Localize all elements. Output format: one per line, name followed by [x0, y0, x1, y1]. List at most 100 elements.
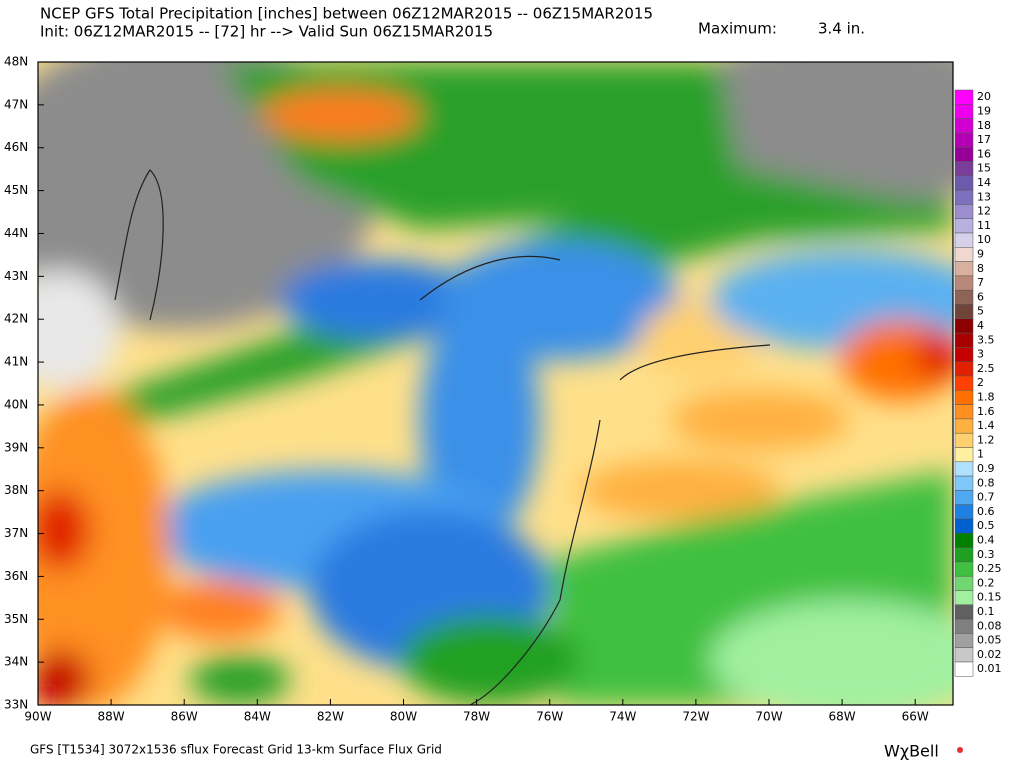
- colorbar-label: 1: [977, 448, 984, 461]
- lat-label: 41N: [4, 355, 28, 369]
- colorbar-swatch: [954, 189, 974, 205]
- colorbar-swatch: [954, 533, 974, 548]
- lat-label: 38N: [4, 483, 28, 497]
- colorbar-label: 20: [977, 90, 991, 103]
- lon-label: 86W: [171, 710, 198, 724]
- lon-label: 82W: [317, 710, 344, 724]
- lon-label: 88W: [98, 710, 125, 724]
- colorbar-label: 0.02: [977, 648, 1002, 661]
- colorbar-label: 10: [977, 233, 991, 246]
- colorbar-swatch: [954, 332, 974, 348]
- colorbar-label: 14: [977, 176, 991, 189]
- colorbar-label: 8: [977, 262, 984, 275]
- lat-label: 39N: [4, 440, 28, 454]
- colorbar-swatch: [954, 504, 974, 520]
- colorbar-swatch: [954, 561, 974, 577]
- lon-label: 84W: [244, 710, 271, 724]
- lat-label: 48N: [4, 55, 28, 69]
- lat-label: 36N: [4, 569, 28, 583]
- colorbar-label: 0.4: [977, 533, 995, 546]
- footer-grid-info: GFS [T1534] 3072x1536 sflux Forecast Gri…: [30, 743, 442, 757]
- lat-labels: 48N 47N 46N 45N 44N 43N 42N 41N 40N 39N 38N 37N 36N 3…: [4, 55, 44, 712]
- lon-label: 74W: [609, 710, 636, 724]
- colorbar-label: 6: [977, 290, 984, 303]
- lon-label: 80W: [390, 710, 417, 724]
- colorbar-swatch: [954, 118, 974, 134]
- colorbar-swatch: [954, 547, 974, 563]
- lat-label: 33N: [4, 698, 28, 712]
- colorbar-swatch: [954, 318, 974, 334]
- lon-label: 70W: [755, 710, 782, 724]
- lon-label: 78W: [463, 710, 490, 724]
- lon-label: 90W: [24, 710, 51, 724]
- colorbar-swatch: [954, 261, 974, 277]
- logo-dot: [957, 747, 963, 753]
- colorbar-label: 0.7: [977, 491, 995, 504]
- colorbar-swatch: [954, 361, 974, 377]
- header-line1: NCEP GFS Total Precipitation [inches] be…: [40, 5, 653, 23]
- footer-logo: WχBell: [884, 742, 939, 761]
- colorbar-label: 18: [977, 119, 991, 132]
- colorbar-label: 0.2: [977, 576, 995, 589]
- colorbar-label: 11: [977, 219, 991, 232]
- lat-label: 35N: [4, 612, 28, 626]
- colorbar-swatch: [954, 289, 974, 305]
- colorbar-swatch: [954, 432, 974, 448]
- lon-label: 66W: [902, 710, 929, 724]
- colorbar-label: 0.01: [977, 662, 1002, 675]
- colorbar-swatch: [954, 132, 974, 148]
- colorbar-swatch: [954, 590, 974, 606]
- colorbar-swatch: [954, 175, 974, 191]
- colorbar-label: 19: [977, 104, 991, 117]
- colorbar-label: 15: [977, 162, 991, 175]
- colorbar-label: 0.15: [977, 591, 1002, 604]
- colorbar-label: 16: [977, 147, 991, 160]
- colorbar-swatch: [954, 475, 974, 491]
- colorbar-label: 2.5: [977, 362, 995, 375]
- lat-label: 40N: [4, 397, 28, 411]
- colorbar-label: 3: [977, 348, 984, 361]
- colorbar-label: 1.4: [977, 419, 995, 432]
- colorbar-swatch: [954, 404, 974, 420]
- colorbar-swatch: [954, 647, 974, 663]
- colorbar-swatch: [954, 161, 974, 177]
- colorbar-label: 0.05: [977, 634, 1002, 647]
- lat-label: 42N: [4, 312, 28, 326]
- colorbar-swatch: [954, 618, 974, 634]
- lat-label: 37N: [4, 526, 28, 540]
- lon-label: 76W: [536, 710, 563, 724]
- lat-label: 47N: [4, 97, 28, 111]
- colorbar-label: 0.3: [977, 548, 995, 561]
- precip-field: [38, 62, 953, 705]
- colorbar-label: 7: [977, 276, 984, 289]
- colorbar-label: 5: [977, 305, 984, 318]
- colorbar-label: 0.8: [977, 476, 995, 489]
- colorbar-swatch: [954, 575, 974, 591]
- colorbar-swatch: [954, 518, 974, 534]
- colorbar-label: 1.8: [977, 390, 995, 403]
- colorbar-label: 3.5: [977, 333, 995, 346]
- colorbar-label: 0.08: [977, 619, 1002, 632]
- colorbar-swatch: [954, 390, 974, 405]
- colorbar-swatch: [954, 104, 974, 119]
- colorbar-swatch: [954, 461, 974, 477]
- colorbar-label: 1.6: [977, 405, 995, 418]
- colorbar-label: 0.5: [977, 519, 995, 532]
- colorbar-swatch: [954, 247, 974, 262]
- lon-label: 72W: [682, 710, 709, 724]
- colorbar-label: 9: [977, 247, 984, 260]
- colorbar-label: 2: [977, 376, 984, 389]
- lat-label: 44N: [4, 226, 28, 240]
- colorbar-label: 0.6: [977, 505, 995, 518]
- colorbar-label: 12: [977, 205, 991, 218]
- colorbar-label: 4: [977, 319, 984, 332]
- colorbar-swatch: [954, 490, 974, 505]
- colorbar-swatch: [954, 146, 974, 162]
- colorbar-swatch: [954, 447, 974, 463]
- map-frame: [37, 61, 954, 706]
- colorbar-swatch: [954, 661, 974, 677]
- maximum-label: Maximum:: [698, 20, 777, 38]
- colorbar-swatch: [954, 375, 974, 391]
